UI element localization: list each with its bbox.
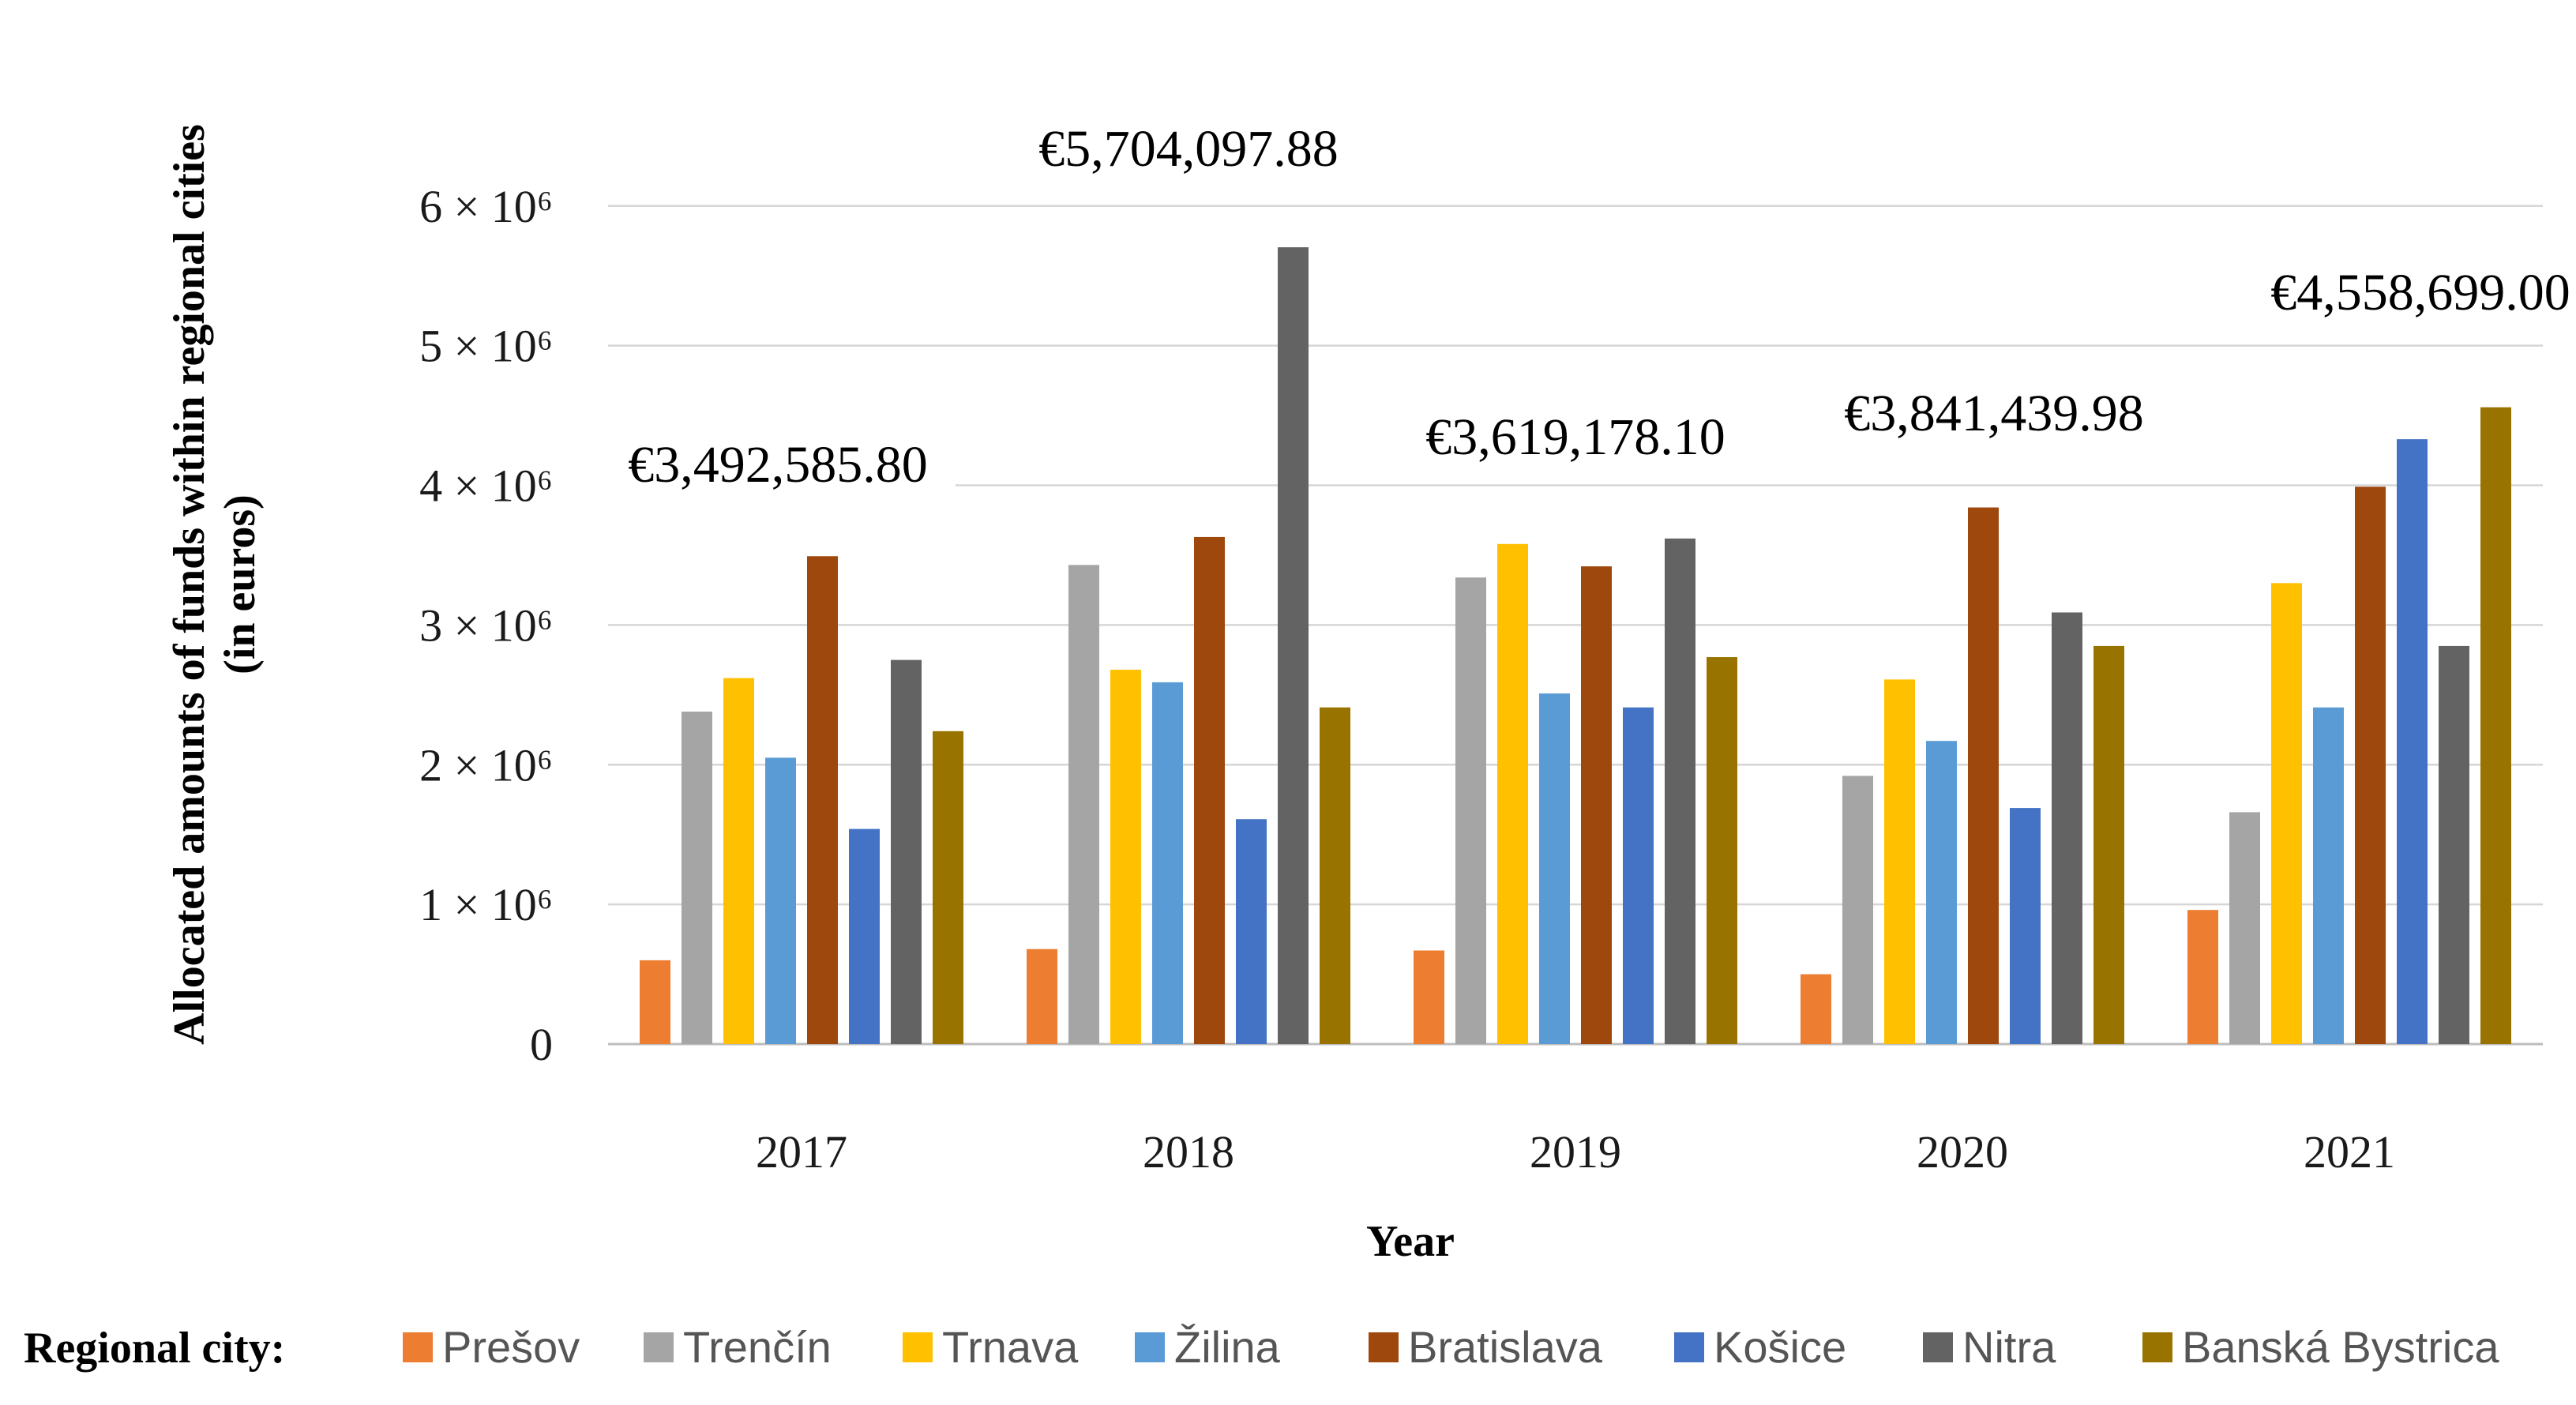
bar-2021-4 bbox=[2355, 486, 2386, 1044]
bar-2020-1 bbox=[1842, 776, 1873, 1044]
annotation-background bbox=[1011, 117, 1366, 182]
bar-2017-0 bbox=[640, 960, 670, 1044]
y-tick-label: 6 × 10⁶ bbox=[419, 181, 553, 232]
bar-2020-2 bbox=[1884, 679, 1915, 1044]
bar-2021-2 bbox=[2271, 583, 2302, 1044]
bar-2017-2 bbox=[723, 678, 754, 1044]
legend-swatch bbox=[1369, 1332, 1399, 1362]
bar-2019-1 bbox=[1455, 577, 1486, 1044]
legend-item-label: Prešov bbox=[442, 1322, 580, 1372]
bar-2019-7 bbox=[1707, 657, 1737, 1044]
y-tick-label: 1 × 10⁶ bbox=[419, 879, 553, 930]
x-axis-title: Year bbox=[1366, 1217, 1455, 1266]
bar-2018-3 bbox=[1152, 682, 1183, 1044]
value-annotation: €3,619,178.10 bbox=[1425, 408, 1725, 466]
bar-2018-6 bbox=[1278, 247, 1309, 1045]
bar-2020-7 bbox=[2093, 645, 2124, 1044]
bar-2020-6 bbox=[2052, 612, 2082, 1044]
legend-item-label: Košice bbox=[1714, 1322, 1846, 1372]
legend-item-label: Trenčín bbox=[683, 1322, 832, 1372]
value-annotation: €3,841,439.98 bbox=[1844, 385, 2144, 442]
bar-2018-2 bbox=[1110, 669, 1141, 1044]
legend-swatch bbox=[903, 1332, 933, 1362]
bar-2019-4 bbox=[1581, 566, 1612, 1044]
x-tick-label: 2020 bbox=[1917, 1126, 2008, 1178]
value-annotation: €5,704,097.88 bbox=[1038, 120, 1339, 178]
bar-2021-7 bbox=[2480, 407, 2511, 1044]
bar-2017-4 bbox=[807, 556, 838, 1044]
y-axis-ticks: 0 1 × 10⁶ 2 × 10⁶ 3 × 10⁶ 4 × 10⁶ 5 × 10⁶ 6 × … bbox=[419, 181, 553, 1070]
legend-item-label: Nitra bbox=[1962, 1322, 2056, 1372]
annotation-background bbox=[1398, 405, 1753, 470]
bar-2021-5 bbox=[2397, 439, 2428, 1044]
bar-2019-0 bbox=[1414, 950, 1444, 1044]
x-tick-label: 2018 bbox=[1143, 1126, 1234, 1178]
legend: Regional city: Prešov Trenčín Trnava Žilina… bbox=[24, 1322, 2499, 1373]
x-axis-ticks: 2017 2018 2019 2020 2021 bbox=[756, 1126, 2395, 1178]
bar-2017-6 bbox=[891, 659, 922, 1044]
y-tick-label: 5 × 10⁶ bbox=[419, 321, 553, 372]
y-axis-title: Allocated amounts of funds within region… bbox=[165, 124, 214, 1045]
bar-2019-3 bbox=[1539, 693, 1570, 1044]
x-tick-label: 2021 bbox=[2304, 1126, 2395, 1178]
bar-2021-1 bbox=[2229, 812, 2260, 1044]
annotation-background bbox=[600, 433, 956, 498]
y-tick-label: 0 bbox=[530, 1019, 553, 1070]
bar-2020-3 bbox=[1926, 741, 1957, 1044]
bar-2020-4 bbox=[1968, 507, 1999, 1044]
bar-2018-4 bbox=[1194, 536, 1225, 1044]
x-tick-label: 2019 bbox=[1530, 1126, 1621, 1178]
bar-2017-1 bbox=[682, 712, 712, 1044]
bar-2020-0 bbox=[1801, 974, 1831, 1044]
x-tick-label: 2017 bbox=[756, 1126, 847, 1178]
legend-swatch bbox=[2142, 1332, 2172, 1362]
legend-swatch bbox=[403, 1332, 433, 1362]
annotation-background bbox=[2243, 261, 2576, 325]
annotation-background bbox=[1816, 381, 2172, 446]
legend-swatch bbox=[644, 1332, 674, 1362]
bar-2018-5 bbox=[1236, 819, 1267, 1044]
value-annotations: €3,492,585.80 €5,704,097.88 €3,619,178.10 €… bbox=[600, 117, 2576, 498]
bar-2017-7 bbox=[933, 731, 963, 1044]
legend-title: Regional city: bbox=[24, 1324, 285, 1373]
bar-2017-3 bbox=[765, 757, 796, 1044]
y-axis-title-units: (in euros) bbox=[216, 494, 265, 674]
legend-item-label: Banská Bystrica bbox=[2182, 1322, 2499, 1372]
bar-2021-6 bbox=[2439, 645, 2469, 1044]
value-annotation: €3,492,585.80 bbox=[628, 436, 928, 494]
bar-2020-5 bbox=[2010, 808, 2041, 1044]
y-tick-label: 2 × 10⁶ bbox=[419, 739, 553, 791]
legend-swatch bbox=[1923, 1332, 1953, 1362]
bar-2018-0 bbox=[1027, 949, 1057, 1044]
bar-2019-2 bbox=[1497, 543, 1528, 1044]
legend-swatch bbox=[1135, 1332, 1165, 1362]
value-annotation: €4,558,699.00 bbox=[2270, 264, 2570, 321]
bar-2019-5 bbox=[1623, 707, 1654, 1044]
bar-2018-7 bbox=[1320, 707, 1350, 1044]
bar-2019-6 bbox=[1665, 538, 1695, 1044]
bar-2021-0 bbox=[2187, 910, 2218, 1044]
bar-2021-3 bbox=[2313, 707, 2344, 1044]
legend-item-label: Trnava bbox=[942, 1322, 1079, 1372]
legend-item-label: Žilina bbox=[1174, 1322, 1281, 1372]
y-tick-label: 3 × 10⁶ bbox=[419, 599, 553, 651]
legend-item-label: Bratislava bbox=[1408, 1322, 1603, 1372]
y-tick-label: 4 × 10⁶ bbox=[419, 460, 553, 512]
bar-2018-1 bbox=[1068, 565, 1099, 1044]
bars bbox=[640, 247, 2511, 1045]
bar-2017-5 bbox=[849, 828, 880, 1044]
legend-swatch bbox=[1674, 1332, 1704, 1362]
